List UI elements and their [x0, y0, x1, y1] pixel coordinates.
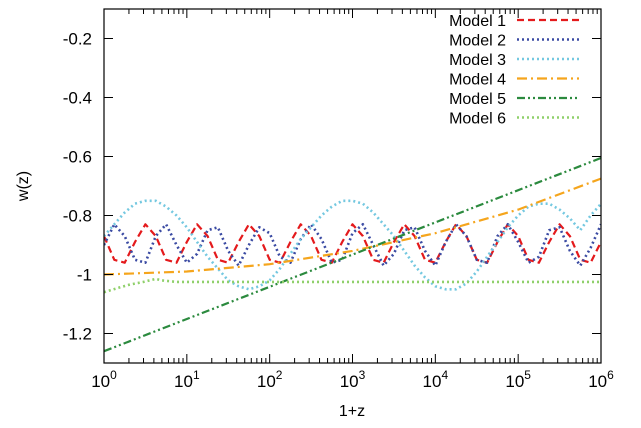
x-tick-label: 103: [340, 368, 366, 391]
series-line-4: [104, 177, 601, 276]
x-axis: 100 101 102 103 104 105 106: [91, 9, 614, 391]
x-tick-label: 100: [91, 368, 117, 391]
x-tick-label: 106: [588, 368, 614, 391]
y-tick-label: -1.2: [63, 325, 92, 344]
legend-label-1: Model 1: [449, 13, 506, 30]
series-line-3: [104, 199, 601, 291]
x-tick-label: 102: [257, 368, 283, 391]
x-tick-label: 105: [505, 368, 531, 391]
x-tick-label: 104: [423, 368, 449, 391]
legend: Model 1 Model 2 Model 3 Model 4 Model 5 Model…: [449, 13, 579, 128]
y-axis: -0.2 -0.4 -0.6 -0.8 -1 -1.2: [63, 30, 601, 344]
y-axis-title: w(z): [15, 171, 32, 202]
legend-label-5: Model 5: [449, 91, 506, 108]
x-tick-label: 101: [174, 368, 200, 391]
y-tick-label: -1: [77, 266, 92, 285]
legend-label-2: Model 2: [449, 33, 506, 50]
series-line-2: [104, 223, 601, 267]
x-axis-title: 1+z: [339, 403, 365, 420]
y-tick-label: -0.4: [63, 89, 92, 108]
legend-label-6: Model 6: [449, 111, 506, 128]
series-line-6: [104, 277, 601, 294]
series-layer: [104, 156, 601, 353]
y-tick-label: -0.2: [63, 30, 92, 49]
y-tick-label: -0.6: [63, 148, 92, 167]
series-line-1: [104, 223, 601, 264]
legend-label-4: Model 4: [449, 72, 506, 89]
y-tick-label: -0.8: [63, 207, 92, 226]
legend-label-3: Model 3: [449, 52, 506, 69]
series-line-5: [104, 156, 601, 353]
